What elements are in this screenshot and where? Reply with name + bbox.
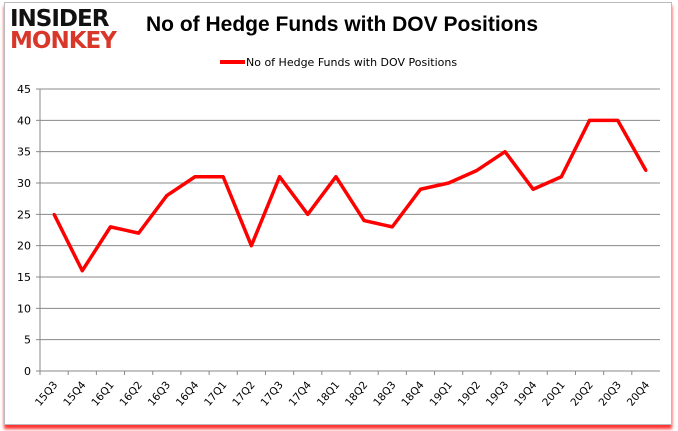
data-point <box>108 225 112 229</box>
y-tick-label: 10 <box>17 302 31 315</box>
data-point <box>165 194 169 198</box>
x-tick-label: 19Q1 <box>428 379 455 408</box>
x-tick-label: 19Q4 <box>512 379 540 409</box>
chart-title: No of Hedge Funds with DOV Positions <box>146 13 538 36</box>
data-point <box>559 175 563 179</box>
data-point <box>503 150 507 154</box>
series-line <box>52 118 648 273</box>
x-tick-label: 20Q3 <box>597 379 624 408</box>
x-tick-label: 19Q2 <box>456 379 483 408</box>
data-point <box>531 187 535 191</box>
data-point <box>249 244 253 248</box>
data-point <box>80 269 84 273</box>
y-tick-label: 30 <box>17 177 31 190</box>
x-tick-label: 16Q3 <box>146 379 173 408</box>
x-tick-label: 19Q3 <box>484 379 511 408</box>
y-tick-label: 15 <box>17 271 31 284</box>
data-point <box>52 212 56 216</box>
y-tick-label: 5 <box>24 334 31 347</box>
x-tick-label: 17Q2 <box>230 379 257 408</box>
y-tick-label: 25 <box>17 208 31 221</box>
data-point <box>334 175 338 179</box>
logo-line1: INSIDER <box>10 6 109 32</box>
data-point <box>137 231 141 235</box>
y-tick-label: 45 <box>17 83 31 96</box>
x-tick-label: 16Q4 <box>174 379 202 409</box>
y-tick-label: 35 <box>17 146 31 159</box>
legend-label: No of Hedge Funds with DOV Positions <box>246 56 457 69</box>
x-tick-label: 15Q3 <box>33 379 60 408</box>
x-tick-label: 16Q1 <box>89 379 116 408</box>
x-tick-label: 18Q3 <box>371 379 398 408</box>
x-tick-label: 17Q4 <box>287 379 315 409</box>
x-tick-label: 17Q1 <box>202 379 229 408</box>
data-point <box>193 175 197 179</box>
logo-line2: MONKEY <box>10 28 117 54</box>
x-tick-label: 20Q4 <box>625 379 653 409</box>
y-tick-label: 20 <box>17 240 31 253</box>
data-point <box>447 181 451 185</box>
chart-frame <box>4 2 672 425</box>
x-tick-label: 20Q1 <box>540 379 567 408</box>
x-tick-label: 15Q4 <box>61 379 89 409</box>
data-point <box>362 219 366 223</box>
data-point <box>616 118 620 122</box>
x-tick-label: 16Q2 <box>118 379 145 408</box>
x-tick-label: 18Q4 <box>399 379 427 409</box>
insider-monkey-logo: INSIDER MONKEY <box>10 6 117 54</box>
x-tick-label: 18Q2 <box>343 379 370 408</box>
data-point <box>278 175 282 179</box>
x-tick-label: 17Q3 <box>258 379 285 408</box>
x-tick-label: 18Q1 <box>315 379 342 408</box>
y-tick-label: 0 <box>24 365 31 378</box>
data-point <box>418 187 422 191</box>
y-tick-label: 40 <box>17 114 31 127</box>
data-point <box>306 212 310 216</box>
data-point <box>644 168 648 172</box>
data-point <box>475 168 479 172</box>
data-point <box>390 225 394 229</box>
data-point <box>221 175 225 179</box>
x-tick-label: 20Q2 <box>568 379 595 408</box>
data-point <box>588 118 592 122</box>
